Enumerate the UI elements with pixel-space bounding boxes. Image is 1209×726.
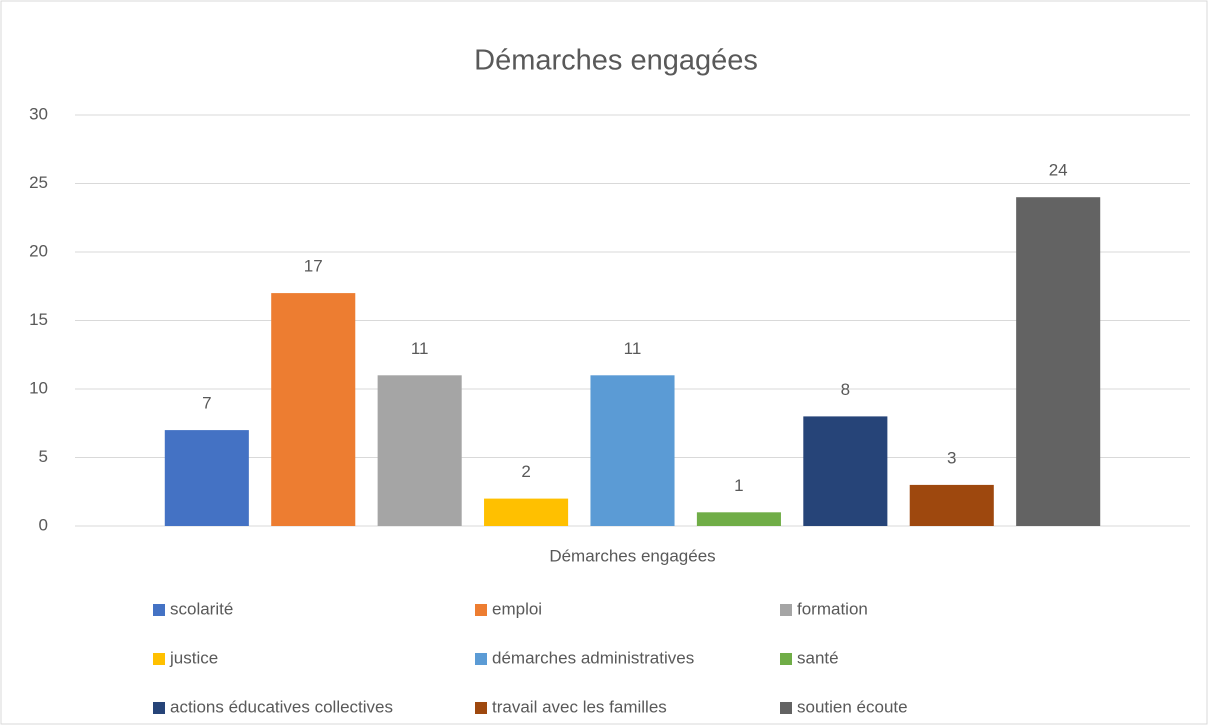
data-label: 24 (1049, 161, 1068, 180)
bar (696, 512, 781, 526)
bar (271, 293, 356, 526)
data-label: 11 (411, 339, 429, 358)
bar (1016, 197, 1101, 526)
legend-swatch (780, 604, 792, 616)
legend-swatch (153, 702, 165, 714)
bar (590, 375, 675, 526)
legend-label: actions éducatives collectives (170, 697, 393, 716)
legend-swatch (475, 604, 487, 616)
y-tick-label: 20 (29, 241, 48, 260)
data-label: 8 (841, 380, 850, 399)
y-tick-label: 30 (29, 104, 48, 123)
data-label: 2 (521, 462, 530, 481)
legend-label: formation (797, 599, 868, 618)
x-axis-label: Démarches engagées (549, 546, 715, 565)
bar (164, 430, 249, 526)
bar (377, 375, 462, 526)
data-label: 3 (947, 448, 956, 467)
legend-label: justice (169, 648, 218, 667)
y-tick-label: 5 (39, 447, 48, 466)
bar (803, 416, 888, 526)
legend-swatch (780, 702, 792, 714)
bar (909, 484, 994, 526)
legend-swatch (153, 604, 165, 616)
y-tick-label: 15 (29, 310, 48, 329)
y-tick-label: 0 (39, 515, 48, 534)
legend-swatch (475, 702, 487, 714)
legend-label: emploi (492, 599, 542, 618)
legend-swatch (475, 653, 487, 665)
legend-label: santé (797, 648, 839, 667)
legend-swatch (780, 653, 792, 665)
y-tick-label: 25 (29, 173, 48, 192)
legend-label: démarches administratives (492, 648, 694, 667)
data-label: 17 (304, 257, 323, 276)
chart-title: Démarches engagées (474, 45, 758, 77)
data-label: 1 (734, 476, 743, 495)
legend-label: soutien écoute (797, 697, 908, 716)
bar (484, 498, 569, 526)
legend-label: travail avec les familles (492, 697, 667, 716)
data-label: 11 (624, 339, 642, 358)
y-tick-label: 10 (29, 378, 48, 397)
data-label: 7 (202, 394, 211, 413)
legend-swatch (153, 653, 165, 665)
legend-label: scolarité (170, 599, 233, 618)
